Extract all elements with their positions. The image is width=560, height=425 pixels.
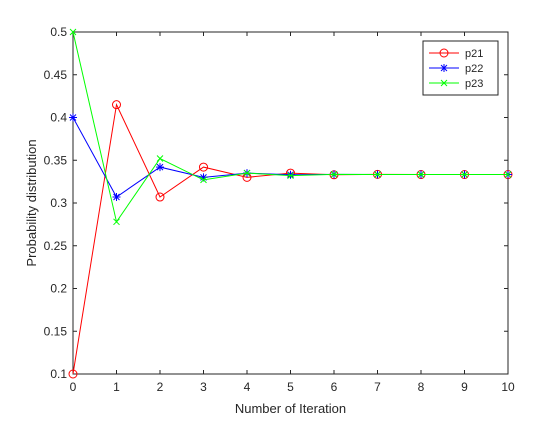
data-point-p23 <box>243 169 251 177</box>
x-tick-label: 5 <box>287 380 294 394</box>
data-point-p21 <box>155 192 165 202</box>
x-tick-label: 3 <box>200 380 207 394</box>
legend-marker-stroke <box>440 64 448 72</box>
data-point-p21-shape <box>155 192 165 202</box>
y-tick-label: 0.1 <box>50 367 67 381</box>
x-axis-label: Number of Iteration <box>235 401 346 416</box>
data-point-p23-stroke <box>417 171 425 178</box>
data-point-p23 <box>287 172 294 179</box>
x-tick-label: 10 <box>501 380 515 394</box>
y-tick-label: 0.3 <box>50 196 67 210</box>
data-point-p23-stroke <box>243 169 251 177</box>
data-point-p23 <box>504 171 512 178</box>
x-tick-label: 2 <box>157 380 164 394</box>
data-point-p23-stroke <box>69 28 77 36</box>
data-point-p23 <box>113 218 120 226</box>
data-point-p22 <box>286 170 295 179</box>
data-point-p22-stroke <box>113 193 120 201</box>
x-tick-label: 4 <box>244 380 251 394</box>
data-point-p21-shape <box>68 369 78 379</box>
data-point-p23-stroke <box>113 218 120 226</box>
data-point-p21-shape <box>112 100 121 110</box>
data-point-p23-stroke <box>374 171 381 178</box>
legend-marker <box>439 48 449 58</box>
data-point-p23-stroke <box>200 176 207 184</box>
legend-marker <box>440 79 448 87</box>
data-point-p22 <box>112 193 121 202</box>
series-group <box>68 28 513 379</box>
data-point-p22 <box>69 113 77 122</box>
legend-label: p23 <box>465 78 483 90</box>
y-tick-label: 0.2 <box>50 282 67 296</box>
x-tick-label: 8 <box>418 380 425 394</box>
x-tick-label: 7 <box>374 380 381 394</box>
y-tick-label: 0.15 <box>44 324 68 338</box>
legend: p21 p22 p23 <box>422 40 499 96</box>
data-point-p23 <box>156 155 164 162</box>
legend-label: p21 <box>465 48 483 60</box>
series-p23 <box>69 28 512 226</box>
x-tick-label: 1 <box>113 380 120 394</box>
y-tick-label: 0.4 <box>50 111 67 125</box>
x-tick-label: 9 <box>461 380 468 394</box>
data-point-p22-stroke <box>287 171 294 179</box>
legend-marker-shape <box>439 48 449 58</box>
data-point-p21 <box>112 100 121 110</box>
data-point-p23-stroke <box>461 171 468 178</box>
data-point-p22-stroke <box>156 163 164 171</box>
data-point-p23 <box>69 28 77 36</box>
legend-entry: p23 <box>429 78 483 90</box>
data-point-p23-stroke <box>156 155 164 162</box>
x-tick-label: 0 <box>70 380 77 394</box>
x-tick-label: 6 <box>331 380 338 394</box>
y-tick-label: 0.5 <box>50 25 67 39</box>
data-point-p22-stroke <box>69 114 77 121</box>
data-point-p21 <box>68 369 78 379</box>
data-point-p21-shape <box>199 162 208 172</box>
y-tick-label: 0.45 <box>44 68 68 82</box>
data-point-p23 <box>417 171 425 178</box>
data-point-p23-stroke <box>330 171 338 178</box>
data-point-p23 <box>461 171 468 178</box>
y-tick-label: 0.25 <box>44 239 68 253</box>
legend-label: p22 <box>465 63 483 75</box>
data-point-p23 <box>374 171 381 178</box>
legend-entry: p21 <box>429 48 483 60</box>
data-point-p23-stroke <box>287 172 294 179</box>
data-point-p23 <box>330 171 338 178</box>
legend-entry: p22 <box>429 63 483 75</box>
data-point-p21 <box>199 162 208 172</box>
data-point-p23 <box>200 176 207 184</box>
data-point-p23-stroke <box>504 171 512 178</box>
data-point-p22 <box>156 163 164 172</box>
y-axis-label: Probability distribution <box>24 139 39 266</box>
y-tick-label: 0.35 <box>44 153 68 167</box>
legend-marker <box>440 64 448 72</box>
legend-marker-stroke <box>440 79 448 87</box>
